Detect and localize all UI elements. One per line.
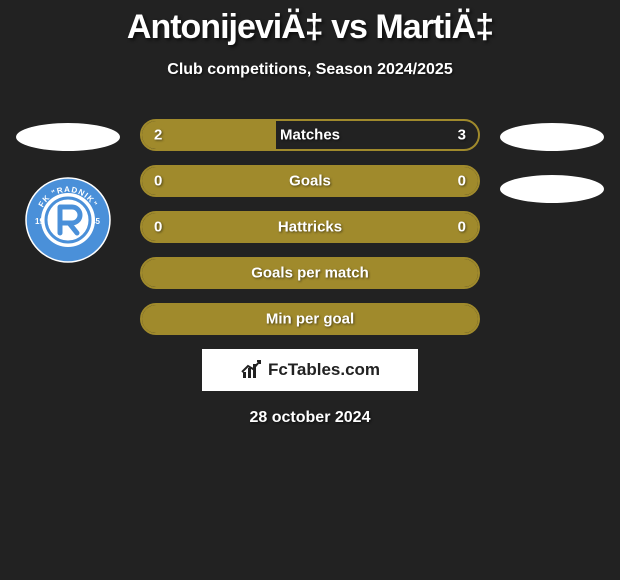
date-label: 28 october 2024: [0, 409, 620, 427]
page-title: AntonijeviÄ‡ vs MartiÄ‡: [0, 0, 620, 47]
stat-row: 0 0 Hattricks: [140, 211, 480, 243]
right-column: [492, 119, 612, 203]
player-right-name-ellipse: [500, 123, 604, 151]
stat-label: Min per goal: [266, 311, 354, 328]
player-left-name-ellipse: [16, 123, 120, 151]
club-badge-left: FK "RADNIK" BIJELJINA 19 45: [25, 177, 111, 263]
stat-label: Goals per match: [251, 265, 369, 282]
brand-box[interactable]: FcTables.com: [202, 349, 418, 391]
stat-row: Goals per match: [140, 257, 480, 289]
stats-column: 2 3 Matches 0 0 Goals 0 0 Hattricks Goals per mat…: [140, 119, 480, 335]
stat-label: Matches: [280, 127, 340, 144]
stat-right-value: 3: [458, 127, 466, 144]
stat-right-value: 0: [458, 219, 466, 236]
comparison-content: FK "RADNIK" BIJELJINA 19 45 2 3 Matches 0 0 G…: [0, 119, 620, 427]
stat-left-value: 0: [154, 173, 162, 190]
stat-left-value: 0: [154, 219, 162, 236]
svg-text:45: 45: [91, 217, 100, 226]
stat-label: Goals: [289, 173, 331, 190]
stat-row: Min per goal: [140, 303, 480, 335]
subtitle: Club competitions, Season 2024/2025: [0, 61, 620, 79]
stat-right-value: 0: [458, 173, 466, 190]
stat-label: Hattricks: [278, 219, 342, 236]
chart-icon: [240, 358, 264, 382]
stat-left-value: 2: [154, 127, 162, 144]
svg-text:19: 19: [35, 217, 44, 226]
stat-row: 2 3 Matches: [140, 119, 480, 151]
left-column: FK "RADNIK" BIJELJINA 19 45: [8, 119, 128, 263]
stat-row: 0 0 Goals: [140, 165, 480, 197]
brand-text: FcTables.com: [268, 360, 380, 380]
club-right-ellipse: [500, 175, 604, 203]
